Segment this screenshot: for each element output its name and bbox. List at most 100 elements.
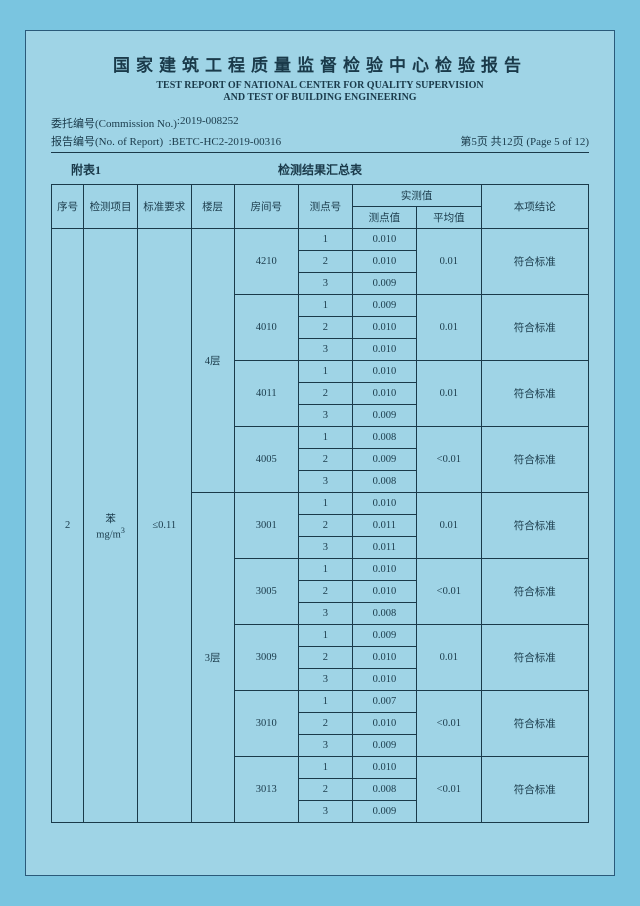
report-no: :BETC-HC2-2019-00316 <box>169 136 281 148</box>
cell-room: 3009 <box>234 625 298 691</box>
report-label: 报告编号(No. of Report) <box>51 136 163 148</box>
cell-room: 4010 <box>234 295 298 361</box>
cell-value: 0.009 <box>352 295 416 317</box>
cell-point: 1 <box>298 229 352 251</box>
cell-room: 3013 <box>234 757 298 823</box>
cell-value: 0.011 <box>352 537 416 559</box>
cell-value: 0.010 <box>352 559 416 581</box>
report-row: 报告编号(No. of Report) :BETC-HC2-2019-00316… <box>51 133 589 153</box>
cell-value: 0.009 <box>352 449 416 471</box>
col-point-val: 测点值 <box>352 207 416 229</box>
cell-value: 0.007 <box>352 691 416 713</box>
cell-point: 2 <box>298 647 352 669</box>
cell-avg: <0.01 <box>417 691 481 757</box>
col-item: 检测项目 <box>84 185 138 229</box>
cell-value: 0.009 <box>352 405 416 427</box>
cell-value: 0.010 <box>352 493 416 515</box>
cell-conclusion: 符合标准 <box>481 493 588 559</box>
page-info: 第5页 共12页 (Page 5 of 12) <box>460 133 589 149</box>
col-measured: 实测值 <box>352 185 481 207</box>
cell-value: 0.010 <box>352 647 416 669</box>
table-header: 序号 检测项目 标准要求 楼层 房间号 测点号 实测值 本项结论 测点值 平均值 <box>52 185 589 229</box>
cell-point: 1 <box>298 427 352 449</box>
cell-value: 0.010 <box>352 581 416 603</box>
cell-point: 1 <box>298 757 352 779</box>
cell-point: 1 <box>298 295 352 317</box>
cell-value: 0.010 <box>352 251 416 273</box>
cell-point: 3 <box>298 669 352 691</box>
cell-value: 0.009 <box>352 735 416 757</box>
cell-avg: <0.01 <box>417 757 481 823</box>
cell-value: 0.010 <box>352 229 416 251</box>
cell-value: 0.008 <box>352 779 416 801</box>
title-en-line1: TEST REPORT OF NATIONAL CENTER FOR QUALI… <box>51 80 589 91</box>
cell-floor: 3层 <box>191 493 234 823</box>
commission-no: :2019-008252 <box>177 115 239 131</box>
col-point: 测点号 <box>298 185 352 229</box>
cell-room: 3010 <box>234 691 298 757</box>
cell-requirement: ≤0.11 <box>137 229 191 823</box>
cell-value: 0.010 <box>352 713 416 735</box>
cell-conclusion: 符合标准 <box>481 295 588 361</box>
cell-conclusion: 符合标准 <box>481 691 588 757</box>
col-requirement: 标准要求 <box>137 185 191 229</box>
results-table: 序号 检测项目 标准要求 楼层 房间号 测点号 实测值 本项结论 测点值 平均值… <box>51 184 589 823</box>
cell-avg: 0.01 <box>417 229 481 295</box>
cell-room: 3005 <box>234 559 298 625</box>
cell-value: 0.010 <box>352 361 416 383</box>
cell-point: 2 <box>298 713 352 735</box>
cell-value: 0.010 <box>352 339 416 361</box>
cell-room: 4005 <box>234 427 298 493</box>
cell-avg: <0.01 <box>417 559 481 625</box>
report-page: 国家建筑工程质量监督检验中心检验报告 TEST REPORT OF NATION… <box>25 30 615 876</box>
cell-avg: 0.01 <box>417 295 481 361</box>
cell-value: 0.008 <box>352 427 416 449</box>
cell-conclusion: 符合标准 <box>481 757 588 823</box>
cell-point: 1 <box>298 559 352 581</box>
cell-point: 1 <box>298 361 352 383</box>
cell-point: 3 <box>298 273 352 295</box>
cell-seq: 2 <box>52 229 84 823</box>
cell-point: 2 <box>298 317 352 339</box>
commission-row: 委托编号(Commission No.) :2019-008252 <box>51 115 589 131</box>
cell-point: 1 <box>298 493 352 515</box>
cell-value: 0.008 <box>352 471 416 493</box>
cell-value: 0.010 <box>352 757 416 779</box>
cell-room: 4011 <box>234 361 298 427</box>
cell-value: 0.010 <box>352 669 416 691</box>
cell-value: 0.011 <box>352 515 416 537</box>
col-avg-val: 平均值 <box>417 207 481 229</box>
cell-value: 0.009 <box>352 625 416 647</box>
col-floor: 楼层 <box>191 185 234 229</box>
cell-avg: <0.01 <box>417 427 481 493</box>
cell-point: 2 <box>298 251 352 273</box>
cell-point: 2 <box>298 581 352 603</box>
cell-point: 3 <box>298 339 352 361</box>
cell-value: 0.009 <box>352 801 416 823</box>
cell-value: 0.010 <box>352 317 416 339</box>
cell-point: 2 <box>298 449 352 471</box>
cell-avg: 0.01 <box>417 361 481 427</box>
cell-value: 0.009 <box>352 273 416 295</box>
table-title: 检测结果汇总表 <box>141 161 589 178</box>
cell-point: 2 <box>298 515 352 537</box>
cell-point: 1 <box>298 691 352 713</box>
cell-conclusion: 符合标准 <box>481 625 588 691</box>
col-conclusion: 本项结论 <box>481 185 588 229</box>
cell-floor: 4层 <box>191 229 234 493</box>
cell-point: 1 <box>298 625 352 647</box>
cell-avg: 0.01 <box>417 625 481 691</box>
cell-value: 0.008 <box>352 603 416 625</box>
col-room: 房间号 <box>234 185 298 229</box>
cell-point: 3 <box>298 405 352 427</box>
cell-point: 2 <box>298 779 352 801</box>
cell-conclusion: 符合标准 <box>481 559 588 625</box>
table-row: 2苯mg/m3≤0.114层421010.0100.01符合标准 <box>52 229 589 251</box>
cell-item: 苯mg/m3 <box>84 229 138 823</box>
title-en-line2: AND TEST OF BUILDING ENGINEERING <box>51 92 589 103</box>
cell-point: 3 <box>298 801 352 823</box>
cell-room: 4210 <box>234 229 298 295</box>
cell-point: 3 <box>298 537 352 559</box>
cell-conclusion: 符合标准 <box>481 427 588 493</box>
commission-label: 委托编号(Commission No.) <box>51 115 177 131</box>
